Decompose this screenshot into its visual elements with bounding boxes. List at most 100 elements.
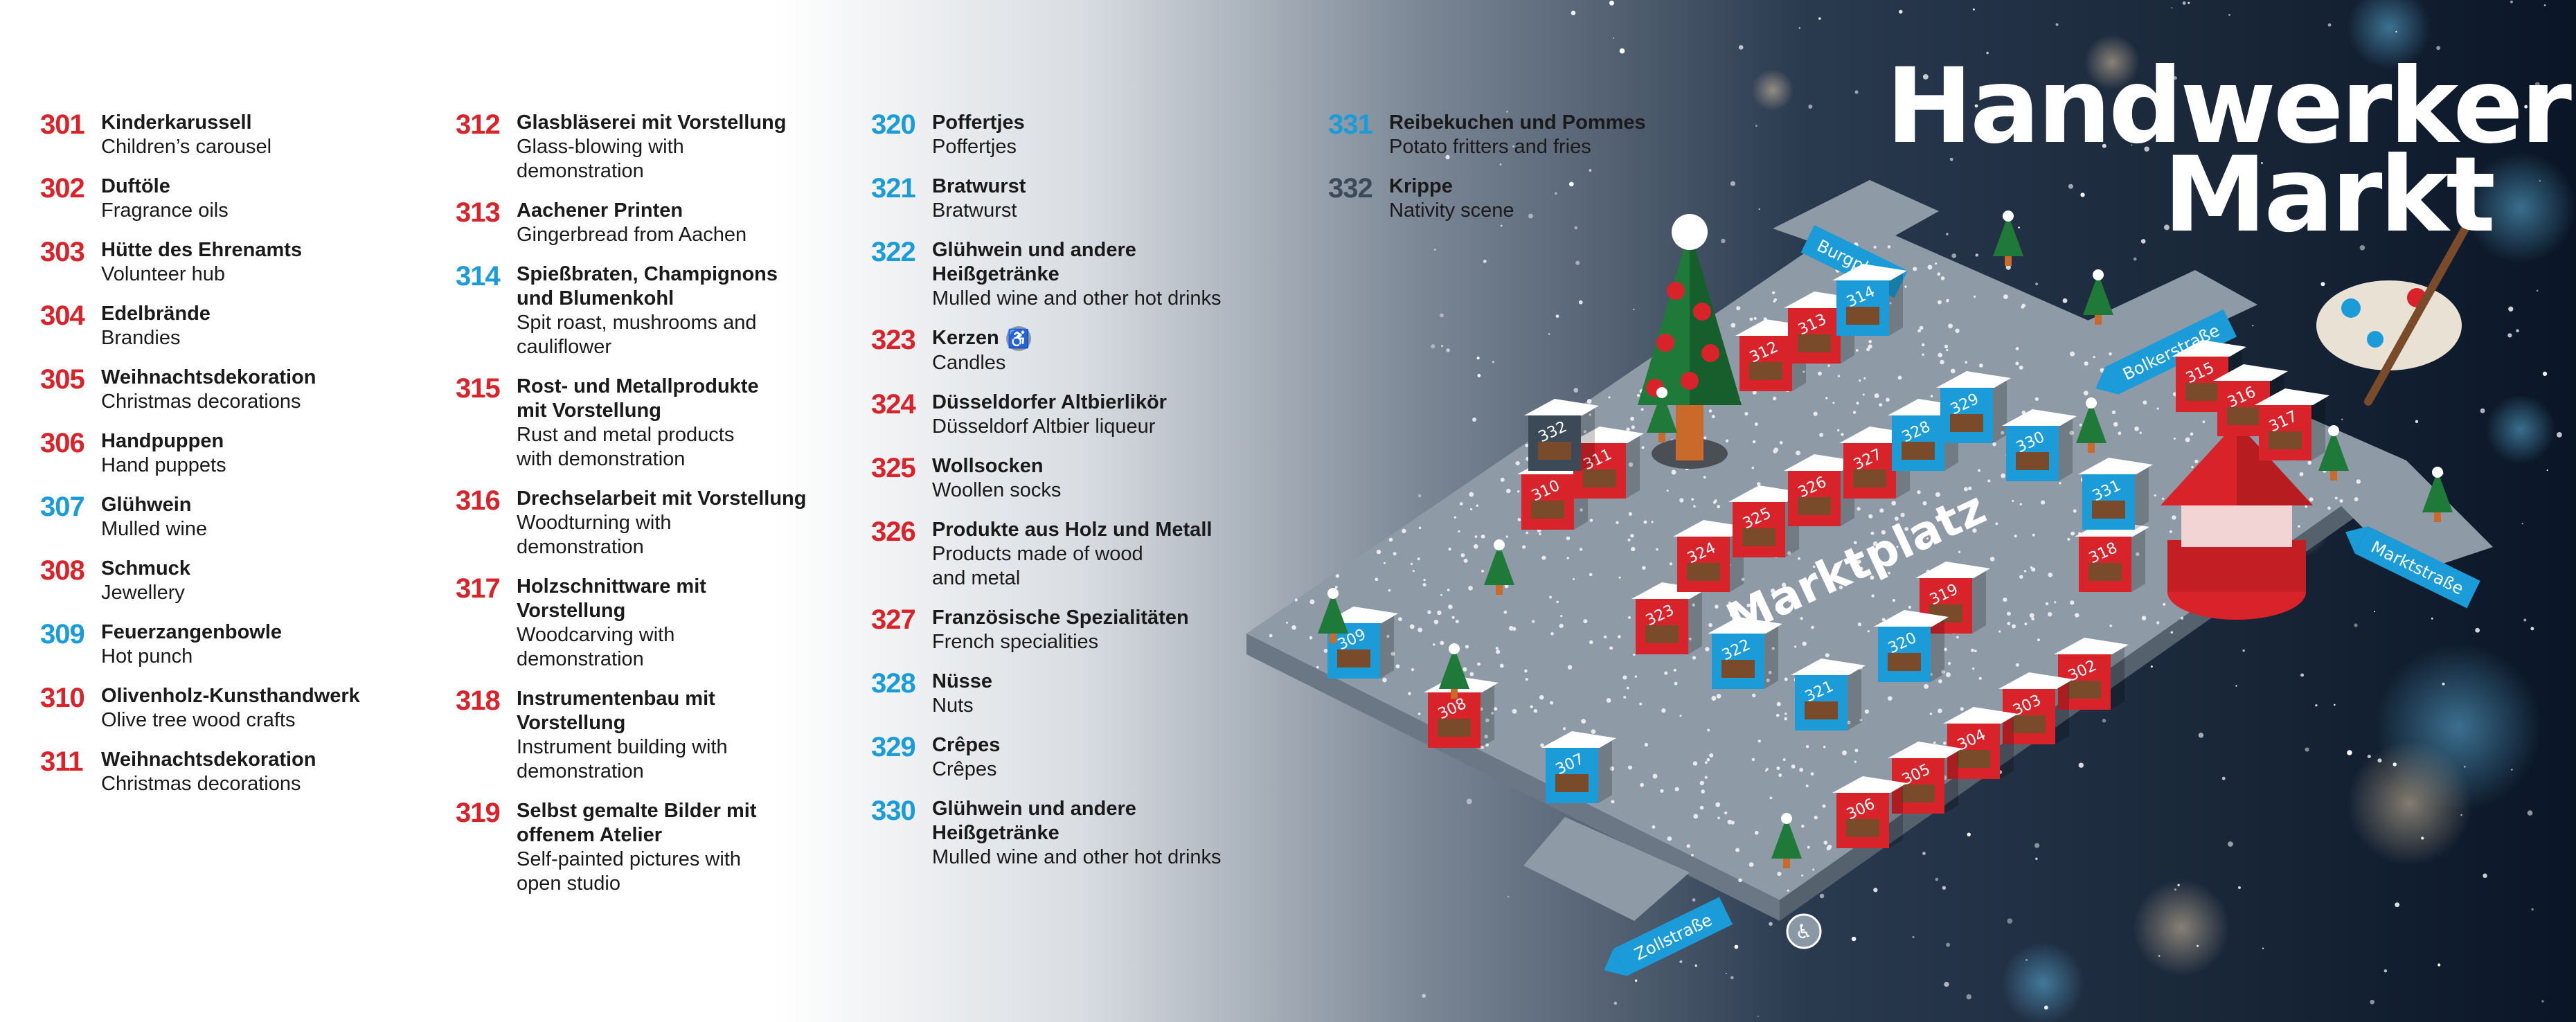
stall-name-de: mit Vorstellung <box>517 400 661 422</box>
stall-name-en: Gingerbread from Aachen <box>517 224 747 246</box>
stall-name-de: Krippe <box>1389 175 1453 197</box>
stall-name-en: Mulled wine and other hot drinks <box>932 287 1222 310</box>
small-tree-icon <box>1318 588 1348 643</box>
stall-name-en: Hot punch <box>101 645 193 667</box>
stall-number: 303 <box>40 237 85 267</box>
stall-name-en: Mulled wine <box>101 518 208 540</box>
carousel-icon <box>2161 415 2313 620</box>
stall-name-de: Düsseldorfer Altbierlikör <box>932 391 1167 414</box>
legend-entry-329: 329 Crêpes Crêpes <box>871 732 1222 782</box>
stall-number: 310 <box>40 683 85 713</box>
page-title: Handwerker Markt <box>1886 55 2572 247</box>
stall-name-de: Schmuck <box>101 557 190 580</box>
stall-number: 321 <box>871 173 916 204</box>
stall-name-de: Französische Spezialitäten <box>932 607 1189 629</box>
legend-entry-307: 307 Glühwein Mulled wine <box>40 492 360 541</box>
stall-name-de: Selbst gemalte Bilder mit <box>517 800 757 822</box>
stall-name-en: Hand puppets <box>101 454 226 476</box>
stall-number: 331 <box>1328 109 1373 140</box>
stall-number: 319 <box>456 798 501 828</box>
stall-name-de: Wollsocken <box>932 455 1044 478</box>
stall-name-en: Mulled wine and other hot drinks <box>932 846 1222 869</box>
stall-name-de: Produkte aus Holz und Metall <box>932 519 1213 541</box>
wheelchair-icon: ♿ <box>1786 913 1822 949</box>
stall-name-de: Glühwein und andere <box>932 798 1136 821</box>
stall-number: 329 <box>871 732 916 763</box>
stall-name-de: Instrumentenbau mit <box>517 688 715 710</box>
stall-name-en: Woodcarving with <box>517 624 675 646</box>
stall-name-de: Bratwurst <box>932 175 1026 197</box>
legend-entry-324: 324 Düsseldorfer Altbierlikör Düsseldorf A… <box>871 389 1222 439</box>
legend-column-2: 312 Glasbläserei mit Vorstellung Glass-blo… <box>456 109 807 911</box>
stall-name-de: Duftöle <box>101 175 170 197</box>
stall-number: 315 <box>456 373 501 404</box>
stall-name-de: Reibekuchen und Pommes <box>1389 111 1646 134</box>
stall-name-en: Nuts <box>932 694 974 717</box>
legend-entry-313: 313 Aachener Printen Gingerbread from Aach… <box>456 197 806 247</box>
legend-entry-302: 302 Duftöle Fragrance oils <box>40 173 360 223</box>
stall-name-en: Crêpes <box>932 758 997 781</box>
stall-number: 318 <box>456 685 501 716</box>
stall-name-de: Crêpes <box>932 734 1001 757</box>
map-booth-318: 318 <box>2075 520 2149 592</box>
map-booth-307: 307 <box>1541 731 1616 803</box>
legend-entry-325: 325 Wollsocken Woollen socks <box>871 453 1222 503</box>
stall-number: 326 <box>871 517 916 548</box>
stall-number: 330 <box>871 796 916 827</box>
legend-column-3: 320 Poffertjes Poffertjes 321 Bratwurst Bratw… <box>871 109 1222 885</box>
map-booth-306: 306 <box>1832 776 1907 848</box>
stall-name-de: Rost- und Metallprodukte <box>517 375 759 397</box>
stall-name-de: Feuerzangenbowle <box>101 621 283 643</box>
stall-number: 320 <box>871 109 916 140</box>
legend-entry-312: 312 Glasbläserei mit Vorstellung Glass-blo… <box>456 109 806 183</box>
stall-name-en: Fragrance oils <box>101 199 229 222</box>
stall-name-de: Glühwein und andere <box>932 239 1136 261</box>
legend-entry-319: 319 Selbst gemalte Bilder mit offenem Atel… <box>456 798 806 896</box>
legend-entry-332: 332 Krippe Nativity scene <box>1328 173 1646 223</box>
legend-entry-322: 322 Glühwein und andere Heißgetränke Mulled… <box>871 237 1222 311</box>
legend-entry-321: 321 Bratwurst Bratwurst <box>871 173 1222 223</box>
stall-name-en: cauliflower <box>517 336 611 358</box>
small-tree-icon <box>1771 813 1802 868</box>
map-booth-323: 323 <box>1631 582 1706 654</box>
map-booth-331: 331 <box>2078 458 2153 530</box>
stall-number: 312 <box>456 109 501 140</box>
stall-name-en: Olive tree wood crafts <box>101 709 296 731</box>
stall-name-en: Products made of wood <box>932 543 1143 566</box>
stall-name-de: Vorstellung <box>517 600 626 622</box>
stall-name-en: French specialities <box>932 631 1099 654</box>
legend-entry-317: 317 Holzschnittware mit Vorstellung Woodcar… <box>456 573 806 672</box>
stall-number: 304 <box>40 301 85 331</box>
small-tree-icon <box>2318 425 2349 481</box>
stall-name-de: Kinderkarussell <box>101 111 252 134</box>
stall-name-de: Holzschnittware mit <box>517 575 706 598</box>
stall-name-en: Potato fritters and fries <box>1389 136 1591 158</box>
legend-entry-310: 310 Olivenholz-Kunsthandwerk Olive tree wo… <box>40 683 360 733</box>
stall-name-de: Heißgetränke <box>932 263 1059 285</box>
stall-name-en: Woodturning with <box>517 512 672 534</box>
stall-number: 309 <box>40 619 85 649</box>
stall-name-de: Weihnachtsdekoration <box>101 366 316 388</box>
stall-name-en: Jewellery <box>101 582 185 604</box>
legend-column-4: 331 Reibekuchen und Pommes Potato fritters… <box>1328 109 1646 238</box>
stall-number: 313 <box>456 197 501 228</box>
small-tree-icon <box>1993 210 2023 266</box>
map-booth-320: 320 <box>1874 610 1949 682</box>
stall-name-en: Bratwurst <box>932 199 1017 222</box>
svg-text:♿: ♿ <box>1795 920 1812 943</box>
legend-entry-309: 309 Feuerzangenbowle Hot punch <box>40 619 360 669</box>
stall-name-en: Candles <box>932 352 1006 375</box>
small-tree-icon <box>1647 387 1677 442</box>
stall-number: 307 <box>40 492 85 522</box>
legend-entry-305: 305 Weihnachtsdekoration Christmas decorat… <box>40 364 360 414</box>
stall-number: 317 <box>456 573 501 604</box>
stall-number: 302 <box>40 173 85 204</box>
stall-name-de: Spießbraten, Champignons <box>517 263 778 285</box>
legend-entry-316: 316 Drechselarbeit mit Vorstellung Woodtur… <box>456 485 807 559</box>
stall-number: 301 <box>40 109 85 140</box>
stall-number: 322 <box>871 237 916 267</box>
legend-entry-327: 327 Französische Spezialitäten French spec… <box>871 604 1222 654</box>
legend-column-1: 301 Kinderkarussell Children’s carousel 302… <box>40 109 360 812</box>
map-booth-314: 314 <box>1832 264 1907 336</box>
stall-name-de: Drechselarbeit mit Vorstellung <box>517 487 807 510</box>
